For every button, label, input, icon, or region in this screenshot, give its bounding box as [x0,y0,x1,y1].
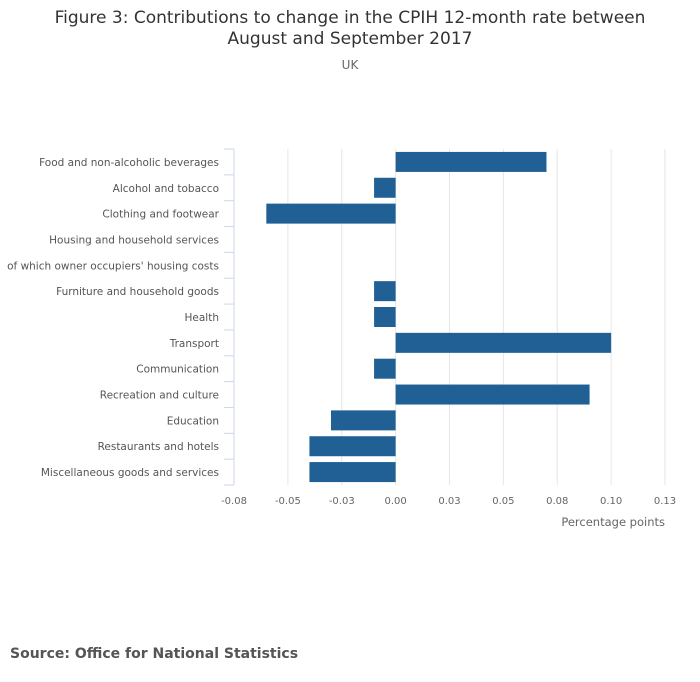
x-tick-label: 0.08 [546,496,568,507]
bar [395,384,590,405]
category-label: Restaurants and hotels [98,441,219,453]
bar [395,151,547,172]
category-label: Housing and household services [49,234,219,246]
bar [309,462,396,483]
category-label: Clothing and footwear [102,209,219,221]
x-tick-label: 0.13 [654,496,676,507]
x-tick-label: 0.10 [600,496,622,507]
bar [374,177,396,198]
category-label: Transport [169,338,219,350]
x-tick-label: 0.05 [492,496,514,507]
bar [374,358,396,379]
category-label: Alcohol and tobacco [113,183,219,195]
bar [374,307,396,327]
chart-title: Figure 3: Contributions to change in the… [0,8,700,50]
x-tick-label: -0.08 [221,496,247,507]
chart-title-line-2: August and September 2017 [227,29,473,49]
bar [330,410,396,431]
category-label: Miscellaneous goods and services [41,467,219,479]
x-axis-title: Percentage points [561,515,665,529]
source-note: Source: Office for National Statistics [10,646,299,662]
bar [395,332,612,353]
chart-title-line-1: Figure 3: Contributions to change in the… [54,8,646,28]
x-tick-label: 0.03 [438,496,460,507]
category-label: Furniture and household goods [56,286,219,298]
category-label: Food and non-alcoholic beverages [39,157,219,169]
bar [309,436,396,457]
bar [266,203,396,224]
category-label: Education [167,415,219,427]
x-tick-label: -0.03 [329,496,355,507]
category-label: of which owner occupiers' housing costs [7,260,219,272]
bar [374,281,396,302]
x-tick-label: 0.00 [384,496,406,507]
category-label: Health [185,312,219,324]
category-label: Recreation and culture [100,390,219,402]
category-label: Communication [136,364,219,376]
chart-subtitle: UK [341,58,359,72]
x-tick-label: -0.05 [275,496,301,507]
